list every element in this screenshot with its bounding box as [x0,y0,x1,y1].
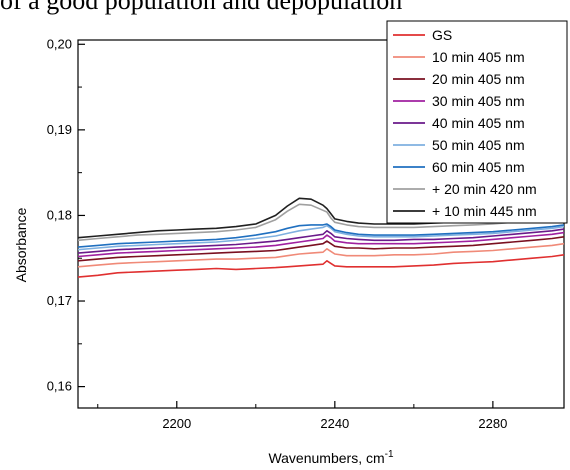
y-tick-label: 0,19 [47,122,72,137]
legend-label: 60 min 405 nm [432,159,525,175]
series-line [77,203,565,242]
y-tick-label: 0,20 [47,36,72,51]
series-line [77,242,565,268]
series-line [77,254,565,278]
legend-label: 50 min 405 nm [432,137,525,153]
series-line [77,224,565,251]
y-tick-label: 0,18 [47,207,72,222]
series-line [77,236,565,262]
x-tick-label: 2200 [162,416,191,431]
x-axis-label: Wavenumbers, cm-1 [268,449,394,466]
legend-label: + 20 min 420 nm [432,181,537,197]
legend-box [386,20,568,224]
legend-label: 20 min 405 nm [432,71,525,87]
x-axis-label-superscript: -1 [385,449,394,460]
legend-label: 30 min 405 nm [432,93,525,109]
y-axis-label: Absorbance [13,207,29,282]
legend-label: 10 min 405 nm [432,49,525,65]
ticks-layer: 2200 2240 2280 0,16 0,17 0,18 0,19 0,20 [47,36,508,431]
y-tick-label: 0,17 [47,293,72,308]
legend-label: + 10 min 445 nm [432,203,537,219]
x-axis-label-text: Wavenumbers, cm [268,450,384,466]
series-line [77,228,565,254]
legend: GS 10 min 405 nm 20 min 405 nm 30 min 405 n… [386,20,568,224]
y-tick-label: 0,16 [47,379,72,394]
legend-label: 40 min 405 nm [432,115,525,131]
series-line [77,231,565,258]
legend-label: GS [432,27,452,43]
series-layer [77,197,565,278]
x-tick-label: 2280 [478,416,507,431]
series-line [77,223,565,248]
top-caption-text: of a good population and depopulation [0,0,403,15]
x-tick-label: 2240 [320,416,349,431]
